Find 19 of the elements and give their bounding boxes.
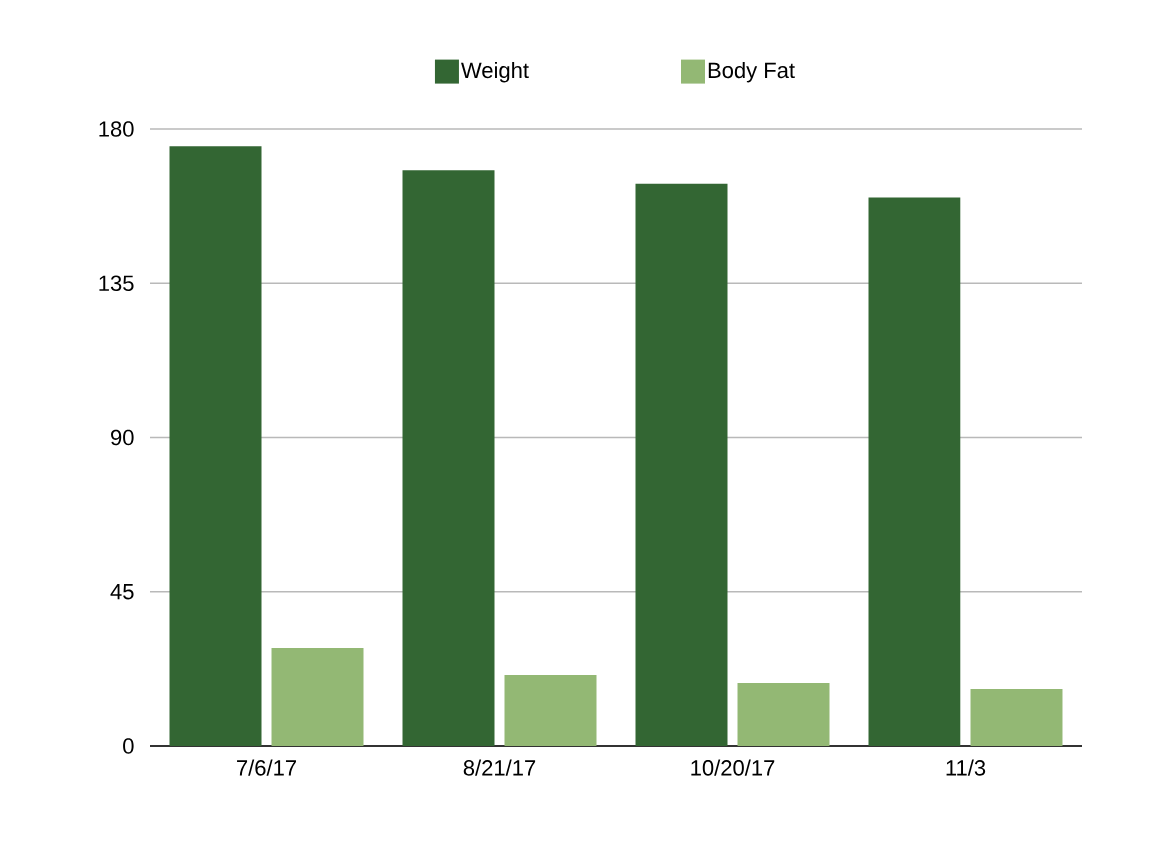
x-tick-label: 8/21/17 <box>463 759 536 776</box>
x-tick-label: 11/3 <box>946 759 986 776</box>
legend-label: Body Fat <box>708 61 795 83</box>
x-tick-label: 7/6/17 <box>237 759 296 776</box>
y-tick-label: 45 <box>110 584 134 600</box>
y-tick-label: 0 <box>123 738 134 754</box>
bar <box>271 647 364 746</box>
bar <box>970 689 1063 746</box>
bar <box>169 146 262 746</box>
bar <box>868 197 961 746</box>
bar <box>504 675 597 746</box>
bar <box>402 170 495 746</box>
legend-label: Weight <box>461 61 529 83</box>
x-tick-label: 10/20/17 <box>691 759 775 776</box>
bar <box>737 682 830 746</box>
y-tick-label: 180 <box>99 121 134 137</box>
y-tick-label: 90 <box>111 429 134 446</box>
y-tick-label: 135 <box>99 275 134 292</box>
bar <box>635 183 728 746</box>
